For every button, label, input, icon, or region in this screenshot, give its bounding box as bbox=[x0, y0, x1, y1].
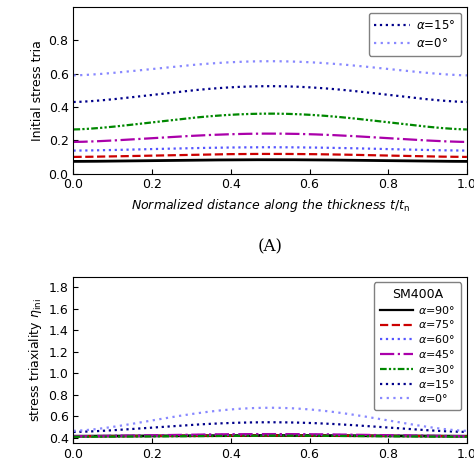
Text: (A): (A) bbox=[258, 238, 283, 255]
Y-axis label: stress triaxiality $\eta_\mathrm{ini}$: stress triaxiality $\eta_\mathrm{ini}$ bbox=[27, 298, 45, 422]
Legend: $\alpha$=90°, $\alpha$=75°, $\alpha$=60°, $\alpha$=45°, $\alpha$=30°, $\alpha$=1: $\alpha$=90°, $\alpha$=75°, $\alpha$=60°… bbox=[374, 283, 461, 410]
Y-axis label: Initial stress tria: Initial stress tria bbox=[31, 40, 45, 141]
Legend: $\alpha$=15°, $\alpha$=0°: $\alpha$=15°, $\alpha$=0° bbox=[369, 13, 461, 55]
X-axis label: Normalized distance along the thickness $t/t_\mathrm{n}$: Normalized distance along the thickness … bbox=[131, 197, 410, 214]
